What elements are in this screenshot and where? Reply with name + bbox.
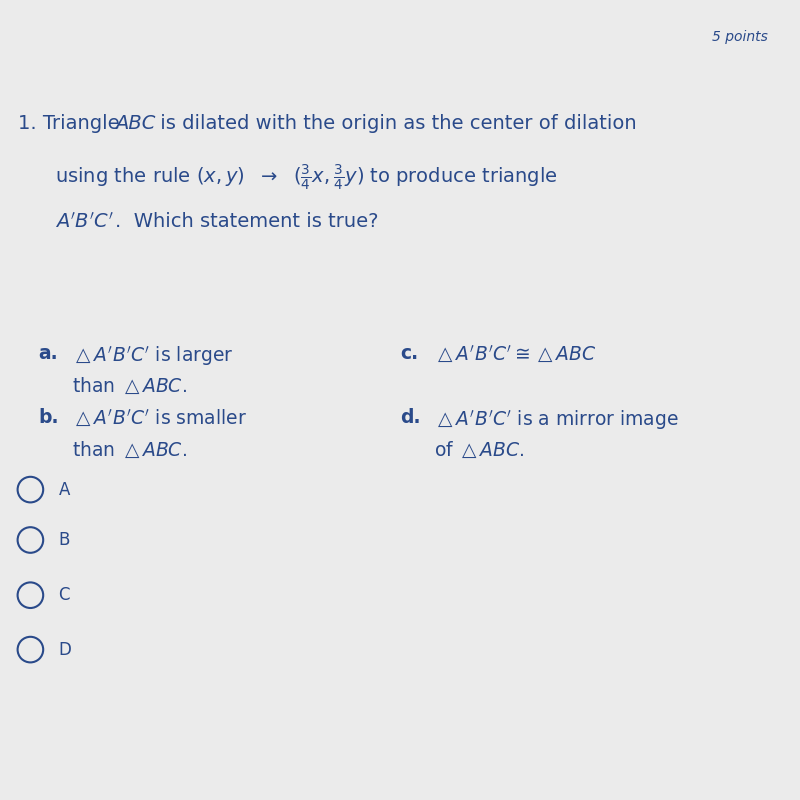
Text: C: C xyxy=(58,586,70,604)
Text: than $\triangle ABC$.: than $\triangle ABC$. xyxy=(72,440,187,460)
Text: .  Which statement is true?: . Which statement is true? xyxy=(115,212,378,231)
Text: A: A xyxy=(58,481,70,498)
Text: of $\triangle ABC$.: of $\triangle ABC$. xyxy=(434,440,525,460)
Text: b.: b. xyxy=(38,408,59,427)
Text: $\triangle A'B'C'$ is smaller: $\triangle A'B'C'$ is smaller xyxy=(72,408,247,429)
Text: than $\triangle ABC$.: than $\triangle ABC$. xyxy=(72,376,187,396)
Text: a.: a. xyxy=(38,344,58,363)
Text: 1. Triangle: 1. Triangle xyxy=(18,114,126,134)
Text: B: B xyxy=(58,531,70,549)
Text: D: D xyxy=(58,641,71,658)
Text: ABC: ABC xyxy=(115,114,155,134)
Text: is dilated with the origin as the center of dilation: is dilated with the origin as the center… xyxy=(154,114,636,134)
Text: d.: d. xyxy=(400,408,421,427)
Text: c.: c. xyxy=(400,344,418,363)
Text: $A'B'C'$: $A'B'C'$ xyxy=(55,212,114,232)
Text: using the rule $(x, y)$  $\rightarrow$  $(\frac{3}{4}x, \frac{3}{4}y)$ to produc: using the rule $(x, y)$ $\rightarrow$ $(… xyxy=(55,163,558,194)
Text: $\triangle A'B'C'$ is larger: $\triangle A'B'C'$ is larger xyxy=(72,344,234,368)
Text: $\triangle A'B'C'$ is a mirror image: $\triangle A'B'C'$ is a mirror image xyxy=(434,408,679,432)
Text: 5 points: 5 points xyxy=(712,30,768,43)
Text: $\triangle A'B'C' \cong \triangle ABC$: $\triangle A'B'C' \cong \triangle ABC$ xyxy=(434,344,597,365)
